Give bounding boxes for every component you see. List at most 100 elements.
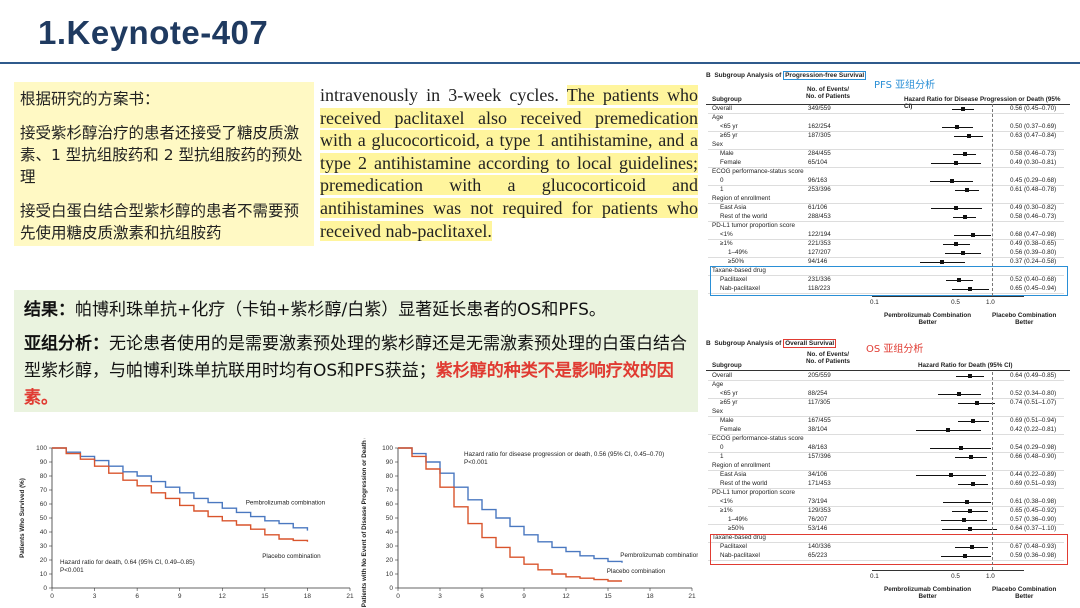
forest-row: Rest of the world 288/453 0.58 (0.46–0.73) bbox=[708, 213, 1064, 222]
forest-row-label: 0 bbox=[720, 444, 724, 451]
forest-row-hr-text: 0.49 (0.30–0.81) bbox=[1010, 159, 1057, 166]
forest-point bbox=[967, 527, 972, 531]
forest-row-rule bbox=[708, 542, 1064, 543]
forest-row-events: 187/305 bbox=[808, 132, 831, 139]
y-tick-label: 90 bbox=[40, 459, 48, 466]
os-col-subgroup: Subgroup bbox=[712, 362, 742, 369]
subgroup-summary: 亚组分析：无论患者使用的是需要激素预处理的紫杉醇还是无需激素预处理的白蛋白结合型… bbox=[24, 331, 690, 412]
forest-row-hr-text: 0.49 (0.38–0.65) bbox=[1010, 240, 1057, 247]
y-tick-label: 50 bbox=[386, 515, 394, 522]
forest-row: Region of enrollment bbox=[708, 462, 1064, 471]
favor-left-line-2: Better bbox=[918, 319, 937, 326]
pfs-forest-plot: B Subgroup Analysis of Progression-free … bbox=[706, 70, 1070, 332]
results-box: 结果：帕博利珠单抗+化疗（卡铂+紫杉醇/白紫）显著延长患者的OS和PFS。 亚组… bbox=[14, 290, 698, 412]
forest-row-events: 140/336 bbox=[808, 543, 831, 550]
pfs-forest-title: B Subgroup Analysis of Progression-free … bbox=[706, 71, 867, 80]
forest-row-rule bbox=[708, 560, 1064, 561]
favor-right-line-2: Better bbox=[1015, 593, 1034, 600]
forest-row-label: Paclitaxel bbox=[720, 276, 747, 283]
forest-point bbox=[968, 287, 973, 291]
forest-point bbox=[948, 473, 953, 477]
forest-row: Male 284/455 0.58 (0.46–0.73) bbox=[708, 150, 1064, 159]
forest-row: <1% 73/194 0.61 (0.38–0.98) bbox=[708, 498, 1064, 507]
forest-row-label: Male bbox=[720, 150, 734, 157]
forest-row: ECOG performance-status score bbox=[708, 435, 1064, 444]
series-placebo bbox=[398, 447, 622, 582]
pfs-km-chart: 0 10 20 30 40 50 60 70 80 90 100 0 3 6 9 12 15 18 21 Patien… bbox=[361, 438, 698, 607]
protocol-note-box: 根据研究的方案书： 接受紫杉醇治疗的患者还接受了糖皮质激素、1 型抗组胺药和 2… bbox=[14, 82, 314, 246]
forest-row-rule bbox=[708, 434, 1064, 435]
pfs-title-prefix: Subgroup Analysis of bbox=[714, 72, 784, 79]
protocol-heading: 根据研究的方案书： bbox=[20, 90, 160, 108]
os-header-rule bbox=[706, 370, 1070, 371]
forest-row-label: Region of enrollment bbox=[712, 462, 771, 469]
y-tick-label: 70 bbox=[40, 487, 48, 494]
forest-row-label: Nab-paclitaxel bbox=[720, 285, 760, 292]
y-tick-label: 10 bbox=[40, 571, 48, 578]
forest-row-label: Nab-paclitaxel bbox=[720, 552, 760, 559]
forest-row: Rest of the world 171/453 0.69 (0.51–0.93) bbox=[708, 480, 1064, 489]
favor-right-label: Placebo Combination Better bbox=[992, 586, 1056, 600]
pfs-taxane-highlight bbox=[710, 266, 1068, 296]
x-tick-label: 9 bbox=[522, 593, 526, 600]
pfs-col-events-1: No. of Events/ bbox=[807, 86, 849, 93]
forest-row-rule bbox=[708, 398, 1064, 399]
forest-row-events: 94/146 bbox=[808, 258, 828, 265]
y-tick-label: 20 bbox=[40, 557, 48, 564]
forest-point bbox=[960, 251, 965, 255]
forest-row-rule bbox=[708, 185, 1064, 186]
forest-row-hr-text: 0.65 (0.45–0.94) bbox=[1010, 285, 1057, 292]
forest-row: PD-L1 tumor proportion score bbox=[708, 222, 1064, 231]
forest-row: Overall 349/559 0.56 (0.45–0.70) bbox=[708, 105, 1064, 114]
forest-row-rule bbox=[708, 167, 1064, 168]
os-col-events-2: No. of Patients bbox=[805, 358, 851, 365]
forest-reference-line bbox=[992, 372, 993, 570]
forest-row-events: 288/453 bbox=[808, 213, 831, 220]
favor-right-label: Placebo Combination Better bbox=[992, 312, 1056, 326]
forest-point bbox=[962, 215, 967, 219]
forest-row-hr-text: 0.67 (0.48–0.93) bbox=[1010, 543, 1057, 550]
x-tick-label: 3 bbox=[438, 593, 442, 600]
forest-row-label: Overall bbox=[712, 105, 732, 112]
forest-row-label: ECOG performance-status score bbox=[712, 435, 804, 442]
forest-row: Taxane-based drug bbox=[708, 267, 1064, 276]
forest-point bbox=[939, 260, 944, 264]
forest-row-label: Male bbox=[720, 417, 734, 424]
forest-row-hr-text: 0.42 (0.22–0.81) bbox=[1010, 426, 1057, 433]
forest-row-hr-text: 0.52 (0.34–0.80) bbox=[1010, 390, 1057, 397]
forest-row-rule bbox=[708, 416, 1064, 417]
forest-row: ≥50% 94/146 0.37 (0.24–0.58) bbox=[708, 258, 1064, 267]
forest-row-label: Female bbox=[720, 159, 741, 166]
forest-row-rule bbox=[708, 203, 1064, 204]
forest-row-label: East Asia bbox=[720, 471, 747, 478]
forest-row-events: 162/254 bbox=[808, 123, 831, 130]
forest-row-rule bbox=[708, 239, 1064, 240]
forest-row-events: 253/396 bbox=[808, 186, 831, 193]
forest-row-hr-text: 0.37 (0.24–0.58) bbox=[1010, 258, 1057, 265]
y-tick-label: 60 bbox=[40, 501, 48, 508]
x-tick-label: 21 bbox=[346, 593, 354, 600]
pfs-col-events: No. of Events/No. of Patients bbox=[798, 86, 858, 100]
x-tick-label: 0 bbox=[50, 593, 54, 600]
forest-point bbox=[969, 545, 974, 549]
x-tick-label: 3 bbox=[93, 593, 97, 600]
forest-point bbox=[954, 161, 959, 165]
y-tick-label: 100 bbox=[36, 445, 47, 452]
forest-point bbox=[963, 554, 968, 558]
forest-point bbox=[971, 419, 976, 423]
forest-point bbox=[965, 500, 970, 504]
x-tick-label: 12 bbox=[219, 593, 227, 600]
forest-row-label: Sex bbox=[712, 408, 723, 415]
forest-row: ≥65 yr 187/305 0.63 (0.47–0.84) bbox=[708, 132, 1064, 141]
forest-row: Region of enrollment bbox=[708, 195, 1064, 204]
favor-left-label: Pembrolizumab Combination Better bbox=[884, 312, 971, 326]
forest-row: Overall 205/559 0.64 (0.49–0.85) bbox=[708, 372, 1064, 381]
forest-row-label: Female bbox=[720, 426, 741, 433]
pfs-col-subgroup: Subgroup bbox=[712, 96, 742, 103]
forest-row: Nab-paclitaxel 118/223 0.65 (0.45–0.94) bbox=[708, 285, 1064, 294]
forest-row-label: ≥65 yr bbox=[720, 399, 738, 406]
y-tick-label: 40 bbox=[386, 529, 394, 536]
forest-row-hr-text: 0.69 (0.51–0.94) bbox=[1010, 417, 1057, 424]
forest-row: 0 96/163 0.45 (0.29–0.68) bbox=[708, 177, 1064, 186]
forest-row: Sex bbox=[708, 408, 1064, 417]
